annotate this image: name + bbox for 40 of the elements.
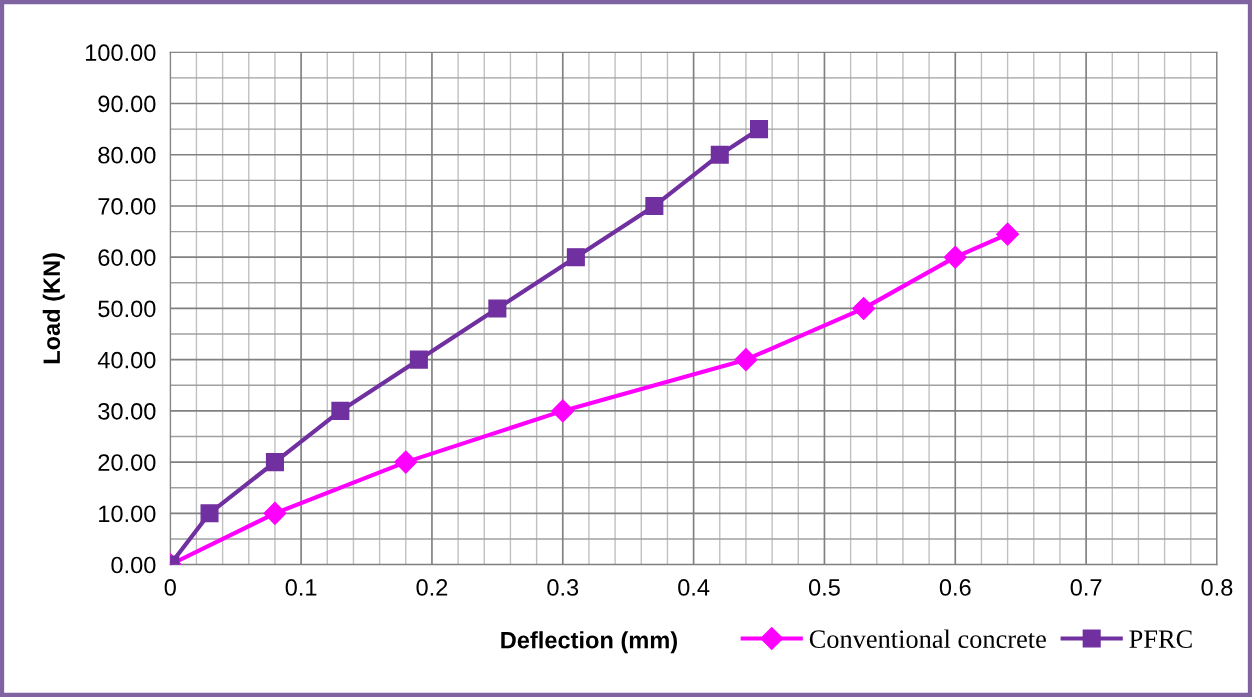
x-tick-label: 0.3 <box>547 579 579 596</box>
x-tick-label: 0.8 <box>1201 579 1233 596</box>
x-tick-label: 0.7 <box>1070 579 1102 596</box>
point <box>749 120 769 139</box>
y-tick-label: 20.00 <box>98 454 156 471</box>
point <box>265 453 284 472</box>
x-tick-label: 0.2 <box>416 579 448 596</box>
y-tick-label: 100.00 <box>85 44 156 62</box>
y-tick-label: 40.00 <box>97 351 156 369</box>
point <box>331 401 350 420</box>
y-tick-label: 60.00 <box>98 249 156 266</box>
y-axis-title: Load (KN) <box>42 253 65 364</box>
point <box>645 196 664 215</box>
x-tick-label: 0.6 <box>939 579 971 596</box>
point <box>263 501 287 525</box>
point <box>394 450 418 474</box>
x-axis-title: Deflection (mm) <box>501 631 677 654</box>
y-tick-label: 80.00 <box>98 146 156 164</box>
point <box>566 248 585 267</box>
x-tick-label: 0.4 <box>678 579 710 596</box>
x-tick-label: 0.5 <box>808 579 840 596</box>
y-tick-label: 90.00 <box>98 95 156 113</box>
y-tick-label: 50.00 <box>98 300 156 318</box>
point <box>710 145 729 164</box>
point <box>200 504 219 523</box>
x-tick-label: 0.1 <box>285 579 317 596</box>
point <box>409 350 428 369</box>
point <box>734 348 758 372</box>
point <box>943 245 967 269</box>
y-tick-label: 70.00 <box>98 198 156 215</box>
point <box>551 399 575 423</box>
x-tick-label: 0 <box>164 579 176 596</box>
legend-label: Conventional concrete <box>809 629 1046 649</box>
point <box>488 299 507 318</box>
legend-label: PFRC <box>1129 630 1192 649</box>
y-tick-label: 30.00 <box>98 402 156 420</box>
y-tick-label: 10.00 <box>99 505 156 523</box>
point <box>852 296 876 320</box>
point <box>996 222 1020 246</box>
y-tick-label: 0.00 <box>111 556 156 574</box>
